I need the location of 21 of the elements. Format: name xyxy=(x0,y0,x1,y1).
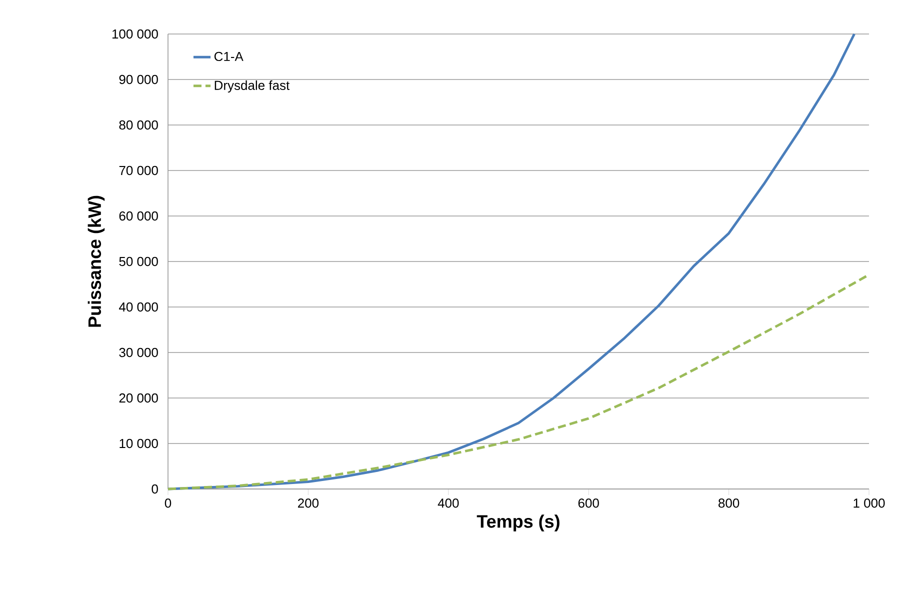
y-tick-label: 100 000 xyxy=(112,29,158,39)
y-axis-title: Puissance (kW) xyxy=(88,196,105,327)
y-tick-label: 0 xyxy=(152,484,158,494)
y-tick-label: 60 000 xyxy=(119,211,158,221)
y-tick-label: 90 000 xyxy=(119,74,158,84)
x-tick-label: 1 000 xyxy=(854,498,885,508)
legend-label: C1-A xyxy=(214,52,244,62)
y-tick-label: 30 000 xyxy=(119,348,158,358)
x-tick-label: 0 xyxy=(164,498,172,508)
legend-label: Drysdale fast xyxy=(214,80,290,93)
y-tick-label: 50 000 xyxy=(119,256,158,266)
x-axis-title: Temps (s) xyxy=(476,514,560,532)
x-tick-label: 400 xyxy=(438,498,459,508)
y-tick-label: 80 000 xyxy=(119,120,158,130)
x-tick-label: 200 xyxy=(298,498,319,508)
x-tick-label: 800 xyxy=(718,498,740,508)
y-tick-label: 10 000 xyxy=(120,438,158,448)
y-tick-label: 70 000 xyxy=(119,166,158,176)
x-tick-label: 600 xyxy=(578,498,599,508)
y-tick-label: 40 000 xyxy=(119,302,158,312)
y-tick-label: 20 000 xyxy=(119,393,158,403)
